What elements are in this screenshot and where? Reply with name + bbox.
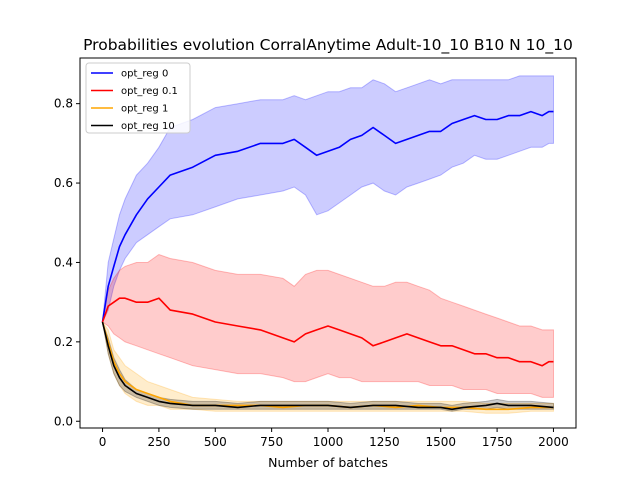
legend-label-opt-reg-0: opt_reg 0 (121, 69, 168, 80)
x-tick-label: 750 (260, 435, 283, 449)
legend-label-opt-reg-10: opt_reg 10 (121, 121, 175, 132)
legend-label-opt-reg-0-1: opt_reg 0.1 (121, 86, 178, 97)
series-line-opt-reg-0-1 (101, 297, 554, 367)
x-tick-label: 0 (99, 435, 107, 449)
series-line-opt-reg-0 (101, 110, 554, 323)
band-opt-reg-0 (102, 75, 554, 323)
y-tick-label: 0.6 (54, 176, 73, 190)
x-tick-label: 250 (147, 435, 170, 449)
x-axis: 0 250 500 750 1000 1250 1500 1750 2000 (99, 428, 569, 449)
x-axis-label: Number of batches (268, 455, 388, 470)
x-tick-label: 500 (204, 435, 227, 449)
x-tick-label: 1250 (369, 435, 400, 449)
legend-box (85, 62, 191, 134)
legend-label-opt-reg-1: opt_reg 1 (121, 104, 168, 115)
legend: opt_reg 0 opt_reg 0.1 opt_reg 1 opt_reg 10 (85, 62, 191, 134)
x-tick-label: 2000 (538, 435, 569, 449)
x-tick-label: 1000 (313, 435, 344, 449)
series-lines (101, 110, 554, 411)
series-line-opt-reg-10 (101, 321, 554, 411)
y-tick-label: 0.8 (54, 97, 73, 111)
chart-title: Probabilities evolution CorralAnytime Ad… (83, 36, 573, 55)
x-tick-label: 1750 (482, 435, 513, 449)
y-tick-label: 0.2 (54, 335, 73, 349)
y-axis: 0.0 0.2 0.4 0.6 0.8 (54, 97, 80, 428)
y-tick-label: 0.0 (54, 414, 73, 428)
x-tick-label: 1500 (425, 435, 456, 449)
band-opt-reg-10 (102, 321, 554, 412)
y-tick-label: 0.4 (54, 255, 73, 269)
